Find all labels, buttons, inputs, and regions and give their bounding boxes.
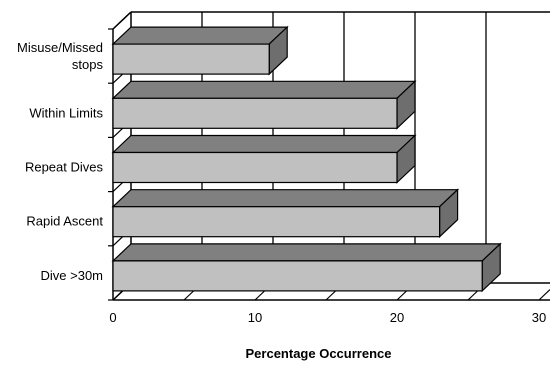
x-tick-label-10: 10 [248, 310, 262, 325]
category-label-line: Within Limits [29, 105, 103, 120]
x-tick-label-20: 20 [390, 310, 404, 325]
category-labels: Misuse/Missed stops Within Limits Repeat Di… [17, 40, 103, 283]
category-label-2: Repeat Dives [25, 160, 104, 175]
bar-front-face [112, 97, 398, 129]
category-label-line: Rapid Ascent [26, 214, 103, 229]
bar-top-face [111, 243, 502, 262]
bar-4 [111, 242, 502, 293]
x-tick-label-0: 0 [109, 310, 116, 325]
x-tick-label-30: 30 [532, 310, 546, 325]
category-label-4: Dive >30m [41, 268, 104, 283]
category-label-line: Dive >30m [41, 268, 104, 283]
bar-2 [111, 134, 417, 184]
bar-3 [111, 188, 460, 239]
bar-front-face [112, 151, 398, 184]
bar-front-face [112, 206, 441, 238]
bar-0 [111, 25, 289, 76]
bar-1 [111, 79, 417, 130]
bar-top-face [111, 80, 417, 99]
bar-top-face [111, 189, 460, 208]
floor-gridline-30 [538, 289, 550, 301]
category-label-3: Rapid Ascent [26, 214, 103, 229]
bar-top-face [111, 26, 289, 45]
tick-labels: 0 10 20 30 [109, 310, 546, 325]
category-label-line: Misuse/Missed [17, 40, 103, 55]
category-label-0: Misuse/Missed stops [17, 40, 103, 72]
x-axis-title: Percentage Occurrence [246, 346, 392, 361]
category-label-line: Repeat Dives [25, 160, 104, 175]
category-label-1: Within Limits [29, 105, 103, 120]
bar-front-face [112, 260, 483, 292]
side-wall-divider-0 [112, 11, 132, 30]
bars [111, 25, 502, 293]
category-label-line: stops [72, 57, 104, 72]
bar-front-face [112, 43, 270, 75]
bar-top-face [111, 134, 417, 154]
